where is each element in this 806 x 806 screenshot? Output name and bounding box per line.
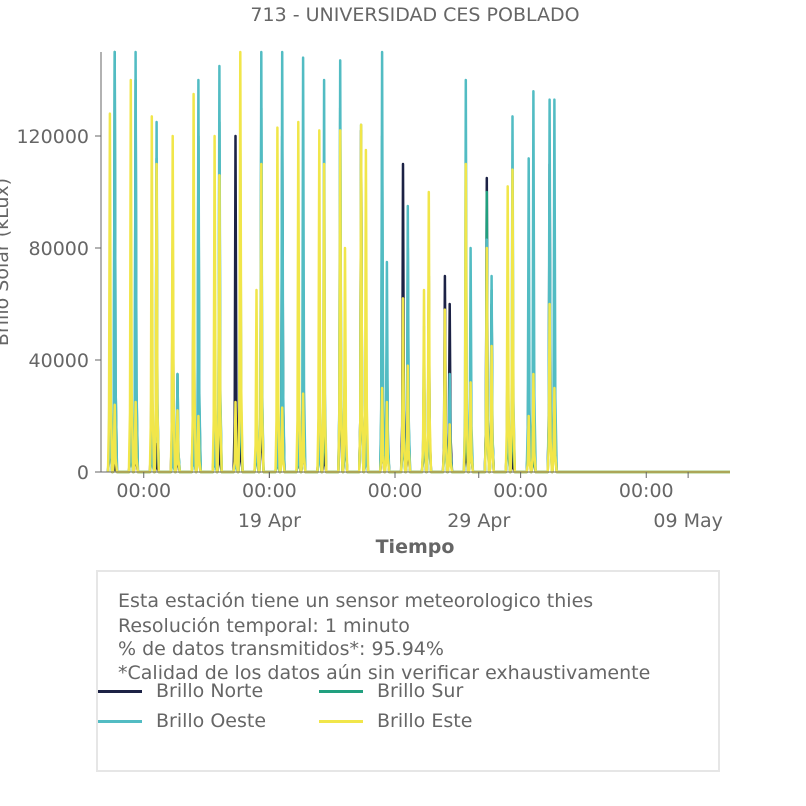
y-tick-label: 0 xyxy=(77,462,89,484)
y-ticks: 0 40000 80000 120000 xyxy=(16,126,101,484)
legend-label: Brillo Norte xyxy=(156,680,264,702)
legend-label: Brillo Oeste xyxy=(156,710,267,732)
series-layer xyxy=(106,50,730,474)
legend-swatch xyxy=(319,689,363,693)
legend-label: Brillo Sur xyxy=(377,680,464,702)
y-tick-label: 80000 xyxy=(29,238,89,260)
legend-item-brillo-norte: Brillo Norte xyxy=(98,680,263,702)
x-tick-label: 00:00 xyxy=(368,480,423,502)
chart-area: 713 - UNIVERSIDAD CES POBLADO Brillo Sol… xyxy=(0,4,730,558)
y-axis-label: Brillo Solar (kLux) xyxy=(0,178,13,346)
legend-item-brillo-sur: Brillo Sur xyxy=(319,680,463,702)
series-line-brillo-oeste xyxy=(106,50,730,474)
y-tick-label: 120000 xyxy=(16,126,89,148)
x-axis-label: Tiempo xyxy=(376,536,455,558)
legend-label: Brillo Este xyxy=(377,710,473,732)
legend-swatch xyxy=(319,719,363,723)
series-line-brillo-sur xyxy=(106,50,730,474)
x-date-label: 29 Apr xyxy=(447,510,510,532)
x-tick-label: 00:00 xyxy=(619,480,674,502)
x-tick-label: 00:00 xyxy=(116,480,171,502)
y-tick-label: 40000 xyxy=(29,350,89,372)
x-date-label: 09 May xyxy=(653,510,723,532)
x-date-label: 19 Apr xyxy=(238,510,301,532)
x-tick-label: 00:00 xyxy=(493,480,548,502)
info-resolution-text: Resolución temporal: 1 minuto xyxy=(118,615,410,637)
x-tick-label: 00:00 xyxy=(242,480,297,502)
legend-swatch xyxy=(98,719,142,723)
info-transmitted-text: % de datos transmitidos*: 95.94% xyxy=(118,638,444,660)
legend-item-brillo-este: Brillo Este xyxy=(319,710,472,732)
info-box: Esta estación tiene un sensor meteorolog… xyxy=(96,570,720,772)
series-line-brillo-norte xyxy=(106,129,730,474)
series-line-brillo-este xyxy=(106,50,730,474)
x-ticks: 00:00 00:00 00:00 00:00 00:00 19 Apr 29 Apr 09 … xyxy=(116,472,723,532)
info-quality-text: *Calidad de los datos aún sin verificar … xyxy=(118,662,651,684)
info-sensor-text: Esta estación tiene un sensor meteorolog… xyxy=(118,590,594,612)
legend-swatch xyxy=(98,689,142,693)
legend-item-brillo-oeste: Brillo Oeste xyxy=(98,710,266,732)
chart-title: 713 - UNIVERSIDAD CES POBLADO xyxy=(250,4,579,26)
